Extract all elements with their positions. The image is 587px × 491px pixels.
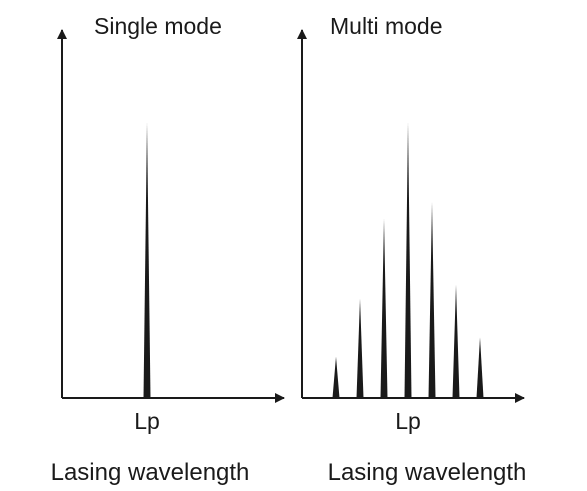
multi-mode-peak-6 [452, 284, 460, 398]
multi-mode-peak-7 [476, 337, 484, 398]
multi-mode-peak-1 [332, 356, 340, 398]
single-mode-peak-1 [143, 122, 151, 398]
multi-mode-peak-5 [428, 202, 436, 398]
multi-mode-title: Multi mode [330, 13, 442, 39]
single-mode-title: Single mode [94, 13, 222, 39]
single-mode-lp-label: Lp [134, 408, 160, 434]
single-mode-peaks [143, 122, 151, 398]
multi-mode-panel: Multi mode Lp Lasing wavelength [297, 13, 527, 486]
multi-mode-peak-4 [404, 122, 412, 398]
multi-mode-peaks [332, 122, 484, 398]
single-mode-panel: Single mode Lp Lasing wavelength [51, 13, 285, 486]
single-mode-caption: Lasing wavelength [51, 459, 250, 486]
multi-mode-peak-3 [380, 218, 388, 398]
multi-mode-peak-2 [356, 298, 364, 398]
multi-mode-lp-label: Lp [395, 408, 421, 434]
multi-mode-caption: Lasing wavelength [328, 459, 527, 486]
